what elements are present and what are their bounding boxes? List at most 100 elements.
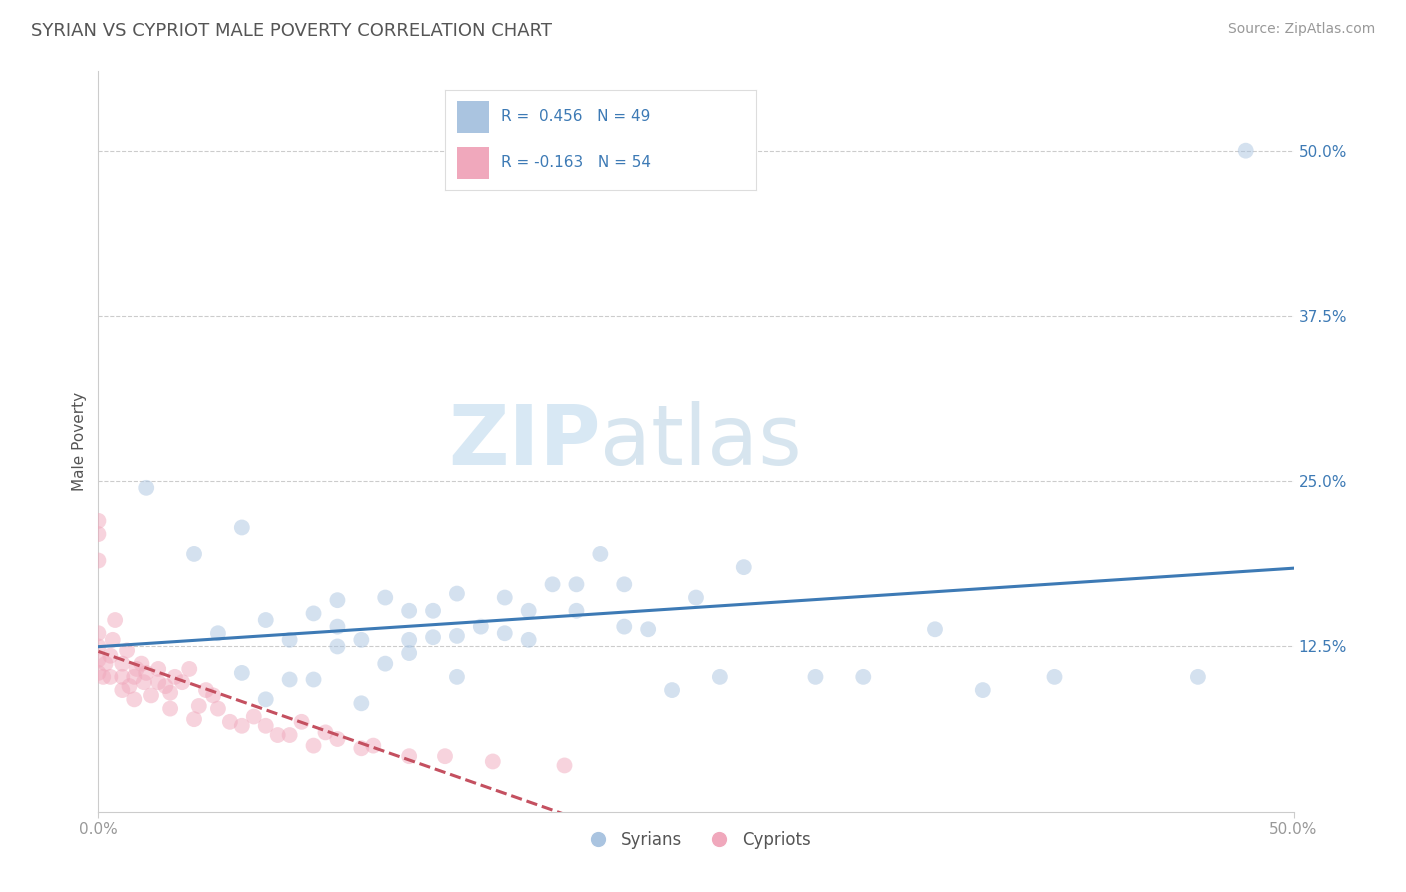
Point (207, 701, 229, 715)
Point (398, 604, 420, 618)
Point (302, 673, 325, 687)
Text: Source: ZipAtlas.com: Source: ZipAtlas.com (1227, 22, 1375, 37)
Point (278, 632, 301, 647)
Point (101, 632, 124, 647)
Point (363, 739, 385, 753)
Point (148, 675, 170, 690)
Point (94, 657, 117, 671)
Point (326, 593, 349, 607)
Text: atlas: atlas (600, 401, 801, 482)
Point (131, 657, 153, 671)
Point (87, 653, 110, 667)
Point (852, 670, 875, 684)
Point (804, 670, 827, 684)
Point (118, 679, 141, 693)
Point (87, 514, 110, 528)
Point (132, 675, 155, 690)
Point (350, 741, 373, 756)
Point (207, 626, 229, 640)
Point (398, 749, 420, 764)
Point (494, 626, 516, 640)
Point (124, 692, 146, 706)
Point (326, 619, 349, 633)
Point (243, 709, 266, 723)
Point (231, 520, 253, 534)
Point (267, 728, 290, 742)
Text: ZIP: ZIP (449, 401, 600, 482)
Point (422, 630, 444, 644)
Point (1234, 144, 1257, 158)
Point (87, 527, 110, 541)
Point (972, 683, 994, 698)
Point (709, 670, 731, 684)
Point (183, 547, 205, 561)
Point (589, 547, 612, 561)
Point (494, 591, 516, 605)
Y-axis label: Male Poverty: Male Poverty (72, 392, 87, 491)
Point (202, 689, 225, 703)
Point (91, 670, 114, 684)
Point (159, 701, 181, 715)
Point (104, 613, 127, 627)
Point (159, 686, 181, 700)
Point (1187, 670, 1209, 684)
Point (155, 679, 177, 693)
Point (163, 670, 186, 684)
Point (481, 755, 505, 769)
Point (111, 683, 134, 698)
Point (111, 670, 134, 684)
Point (541, 577, 564, 591)
Point (135, 481, 157, 495)
Point (422, 604, 444, 618)
Point (278, 728, 301, 742)
Point (685, 591, 707, 605)
Point (326, 731, 349, 746)
Point (1043, 670, 1066, 684)
Point (291, 714, 314, 729)
Point (231, 719, 253, 733)
Point (517, 604, 540, 618)
Point (87, 640, 110, 654)
Point (661, 683, 683, 698)
Point (302, 739, 325, 753)
Point (613, 619, 636, 633)
Point (733, 560, 755, 574)
Point (254, 613, 277, 627)
Point (139, 689, 162, 703)
Point (231, 665, 253, 680)
Point (115, 643, 138, 657)
Point (278, 673, 301, 687)
Point (398, 632, 420, 647)
Point (924, 622, 946, 636)
Point (219, 714, 242, 729)
Point (148, 662, 170, 676)
Point (470, 619, 492, 633)
Point (554, 758, 576, 772)
Point (565, 604, 588, 618)
Point (98, 648, 122, 663)
Point (87, 665, 110, 680)
Point (446, 586, 468, 600)
Point (517, 632, 540, 647)
Point (111, 657, 134, 671)
Point (326, 640, 349, 654)
Point (613, 577, 636, 591)
Text: SYRIAN VS CYPRIOT MALE POVERTY CORRELATION CHART: SYRIAN VS CYPRIOT MALE POVERTY CORRELATI… (31, 22, 553, 40)
Point (398, 646, 420, 660)
Point (195, 683, 218, 698)
Point (187, 698, 209, 713)
Legend: Syrians, Cypriots: Syrians, Cypriots (574, 824, 818, 855)
Point (135, 665, 157, 680)
Point (124, 670, 146, 684)
Point (374, 657, 396, 671)
Point (434, 749, 457, 764)
Point (446, 670, 468, 684)
Point (637, 622, 659, 636)
Point (125, 662, 148, 676)
Point (172, 675, 194, 690)
Point (254, 719, 277, 733)
Point (565, 577, 588, 591)
Point (183, 712, 205, 726)
Point (350, 696, 373, 710)
Point (87, 626, 110, 640)
